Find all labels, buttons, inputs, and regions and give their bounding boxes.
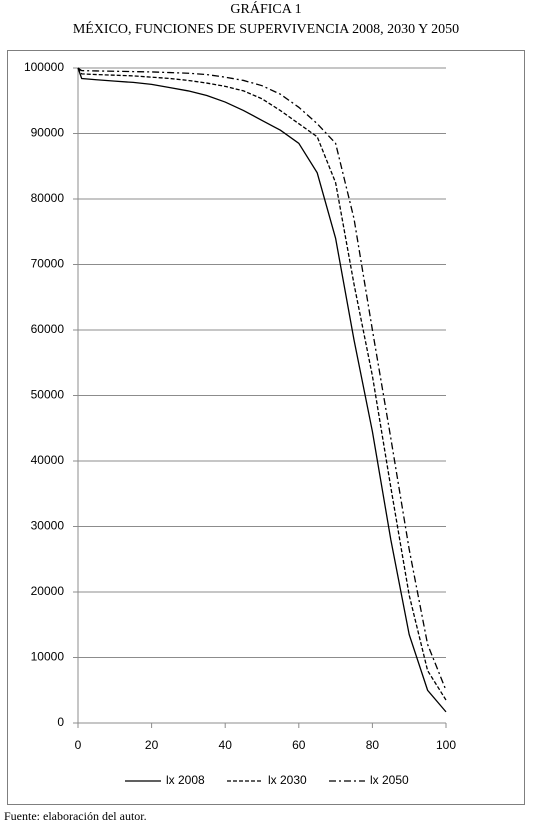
x-tick-label: 0 bbox=[75, 738, 82, 752]
chart-title: GRÁFICA 1 bbox=[230, 0, 301, 17]
x-tick-label: 100 bbox=[436, 738, 456, 752]
y-tick-label: 80000 bbox=[31, 191, 65, 205]
y-tick-label: 40000 bbox=[31, 453, 65, 467]
x-tick-label: 60 bbox=[292, 738, 306, 752]
y-tick-label: 70000 bbox=[31, 257, 65, 271]
y-tick-label: 90000 bbox=[31, 126, 65, 140]
x-tick-label: 80 bbox=[366, 738, 380, 752]
chart-frame bbox=[7, 50, 525, 805]
x-tick-label: 20 bbox=[145, 738, 159, 752]
y-tick-label: 20000 bbox=[31, 584, 65, 598]
y-tick-label: 50000 bbox=[31, 388, 65, 402]
source-note: Fuente: elaboración del autor. bbox=[4, 809, 147, 823]
y-tick-label: 10000 bbox=[31, 650, 65, 664]
chart-subtitle: MÉXICO, FUNCIONES DE SUPERVIVENCIA 2008,… bbox=[73, 20, 459, 37]
legend-label: lx 2008 bbox=[166, 773, 205, 787]
series-line bbox=[77, 67, 447, 713]
legend-label: lx 2030 bbox=[268, 773, 307, 787]
y-tick-label: 0 bbox=[57, 715, 64, 729]
y-tick-label: 100000 bbox=[24, 60, 64, 74]
series-line bbox=[77, 67, 447, 691]
x-tick-label: 40 bbox=[219, 738, 233, 752]
y-tick-label: 60000 bbox=[31, 322, 65, 336]
series-line bbox=[77, 67, 447, 701]
y-tick-label: 30000 bbox=[31, 519, 65, 533]
legend-label: lx 2050 bbox=[370, 773, 409, 787]
